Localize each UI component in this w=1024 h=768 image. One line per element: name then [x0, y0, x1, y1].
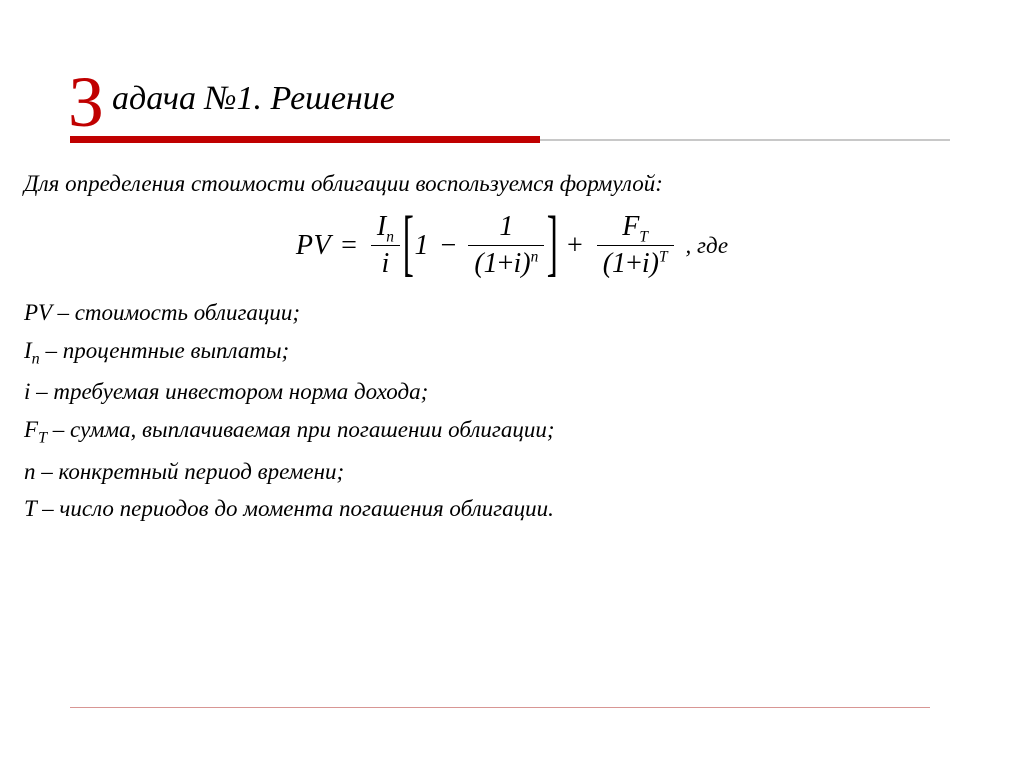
frac3-den-var: i)	[642, 248, 659, 279]
title-underline-thick	[70, 136, 540, 143]
frac2-den-var: i)	[513, 248, 530, 279]
def-line-pv: PV – стоимость облигации;	[24, 294, 1004, 332]
def-dash: –	[40, 338, 63, 363]
frac1-num-sub: n	[386, 229, 394, 246]
formula-frac-2: 1 (1+i)n	[468, 211, 544, 280]
def-sub: n	[32, 351, 40, 368]
formula-math: PV = In i [ 1 − 1 (1+i)n	[296, 211, 678, 280]
def-line-n: n – конкретный период времени;	[24, 453, 1004, 491]
formula-frac-1: In i	[371, 211, 400, 280]
title-dropcap: З	[68, 66, 104, 138]
frac2-den-plus: +	[498, 248, 514, 279]
bottom-divider	[70, 707, 930, 708]
def-dash: –	[47, 417, 70, 442]
plus-sign: +	[567, 230, 583, 262]
intro-text: Для определения стоимости облигации восп…	[24, 171, 1004, 197]
def-sym: T	[24, 496, 36, 521]
def-text: процентные выплаты;	[63, 338, 289, 363]
def-line-t: T – число периодов до момента погашения …	[24, 490, 1004, 528]
frac2-den-open: (1	[474, 248, 497, 279]
def-dash: –	[52, 300, 75, 325]
equals-sign: =	[341, 230, 357, 262]
title-text: адача №1. Решение	[70, 80, 395, 117]
right-bracket-icon: ]	[547, 214, 558, 273]
frac3-den: (1+i)T	[597, 248, 674, 280]
def-line-in: In – процентные выплаты;	[24, 332, 1004, 373]
bracket-one: 1	[415, 230, 429, 262]
formula: PV = In i [ 1 − 1 (1+i)n	[20, 211, 1004, 280]
frac3-den-exp: T	[659, 249, 668, 266]
minus-sign: −	[441, 230, 457, 262]
def-text: требуемая инвестором норма дохода;	[53, 379, 428, 404]
definitions-list: PV – стоимость облигации; In – процентны…	[24, 294, 1004, 528]
frac1-num: In	[371, 211, 400, 243]
def-text: стоимость облигации;	[75, 300, 300, 325]
def-line-i: i – требуемая инвестором норма дохода;	[24, 373, 1004, 411]
def-text: конкретный период времени;	[59, 459, 345, 484]
slide-title: З адача №1. Решение	[70, 80, 1004, 118]
frac3-den-plus: +	[626, 248, 642, 279]
frac1-den: i	[375, 248, 395, 280]
frac3-den-open: (1	[603, 248, 626, 279]
frac2-num: 1	[493, 211, 519, 243]
def-dash: –	[36, 496, 59, 521]
frac1-num-sym: I	[377, 211, 386, 242]
bracket-contents: 1 − 1 (1+i)n	[413, 211, 549, 280]
def-dash: –	[36, 459, 59, 484]
frac2-den-exp: n	[531, 249, 539, 266]
frac3-num: FT	[616, 211, 654, 243]
def-text: число периодов до момента погашения обли…	[59, 496, 553, 521]
frac2-den: (1+i)n	[468, 248, 544, 280]
title-underline-thin	[540, 139, 950, 141]
frac3-num-sym: F	[622, 211, 639, 242]
def-sym: F	[24, 417, 38, 442]
title-underline	[70, 136, 950, 143]
def-sub: T	[38, 430, 47, 447]
frac3-num-sub: T	[639, 229, 648, 246]
def-sym: n	[24, 459, 36, 484]
formula-frac-3: FT (1+i)T	[597, 211, 674, 280]
def-dash: –	[30, 379, 53, 404]
def-line-ft: FT – сумма, выплачиваемая при погашении …	[24, 411, 1004, 452]
frac2-bar	[468, 245, 544, 246]
slide: З адача №1. Решение Для определения стои…	[0, 0, 1024, 768]
def-text: сумма, выплачиваемая при погашении облиг…	[70, 417, 554, 442]
def-sym: I	[24, 338, 32, 363]
formula-suffix: , где	[686, 233, 729, 259]
frac1-bar	[371, 245, 400, 246]
formula-lhs: PV	[296, 230, 331, 262]
def-sym: PV	[24, 300, 52, 325]
frac3-bar	[597, 245, 674, 246]
left-bracket-icon: [	[403, 214, 414, 273]
